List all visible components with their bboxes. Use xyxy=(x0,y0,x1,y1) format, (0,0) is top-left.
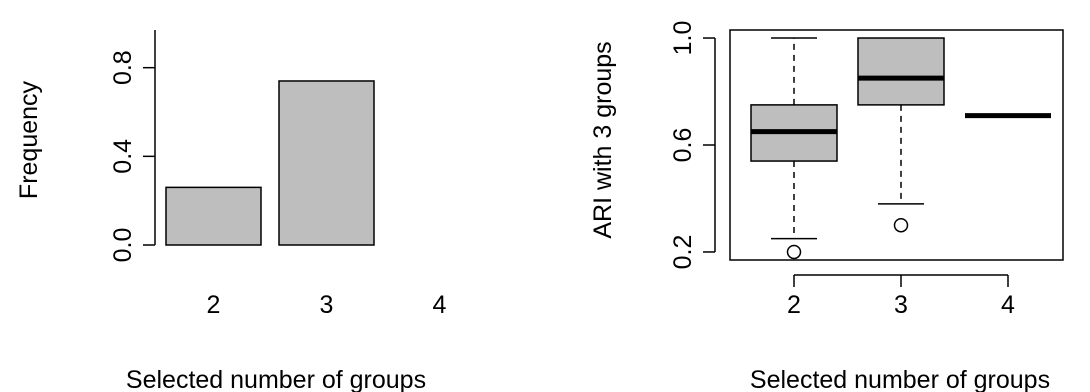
bar-y-tick-label: 0.8 xyxy=(109,50,137,85)
box-outlier xyxy=(786,244,802,260)
box-x-tick-label: 3 xyxy=(894,291,908,319)
box-x-tick-label: 2 xyxy=(787,291,801,319)
bar xyxy=(165,186,262,246)
box-x-tick-label: 4 xyxy=(1001,291,1015,319)
bar-y-axis: 0.0 0.4 0.8 xyxy=(109,30,156,263)
box-y-tick-label: 0.6 xyxy=(669,128,697,163)
box-body xyxy=(857,37,945,106)
box-y-tick-label: 0.2 xyxy=(669,235,697,270)
bar-x-tick-label: 4 xyxy=(433,291,447,319)
bar-y-tick-label: 0.0 xyxy=(109,228,137,263)
bar-series xyxy=(165,80,375,246)
box-outlier xyxy=(893,217,909,233)
bar-x-tick-labels: 2 3 4 xyxy=(207,291,447,319)
box-y-tick-label: 1.0 xyxy=(669,21,697,56)
box-y-axis: 0.2 0.6 1.0 xyxy=(669,21,716,270)
box-x-axis-title: Selected number of groups xyxy=(750,366,1050,392)
box-x-axis: 2 3 4 xyxy=(787,274,1015,319)
bar xyxy=(278,80,375,246)
box-series xyxy=(750,37,1051,260)
bar-x-tick-label: 3 xyxy=(320,291,334,319)
box-y-axis-title: ARI with 3 groups xyxy=(589,41,617,238)
bar-y-axis-title: Frequency xyxy=(15,80,43,199)
bar-x-axis-title: Selected number of groups xyxy=(126,366,426,392)
box-plot-frame xyxy=(729,29,1064,261)
bar-y-tick-label: 0.4 xyxy=(109,139,137,174)
bar-x-tick-label: 2 xyxy=(207,291,221,319)
